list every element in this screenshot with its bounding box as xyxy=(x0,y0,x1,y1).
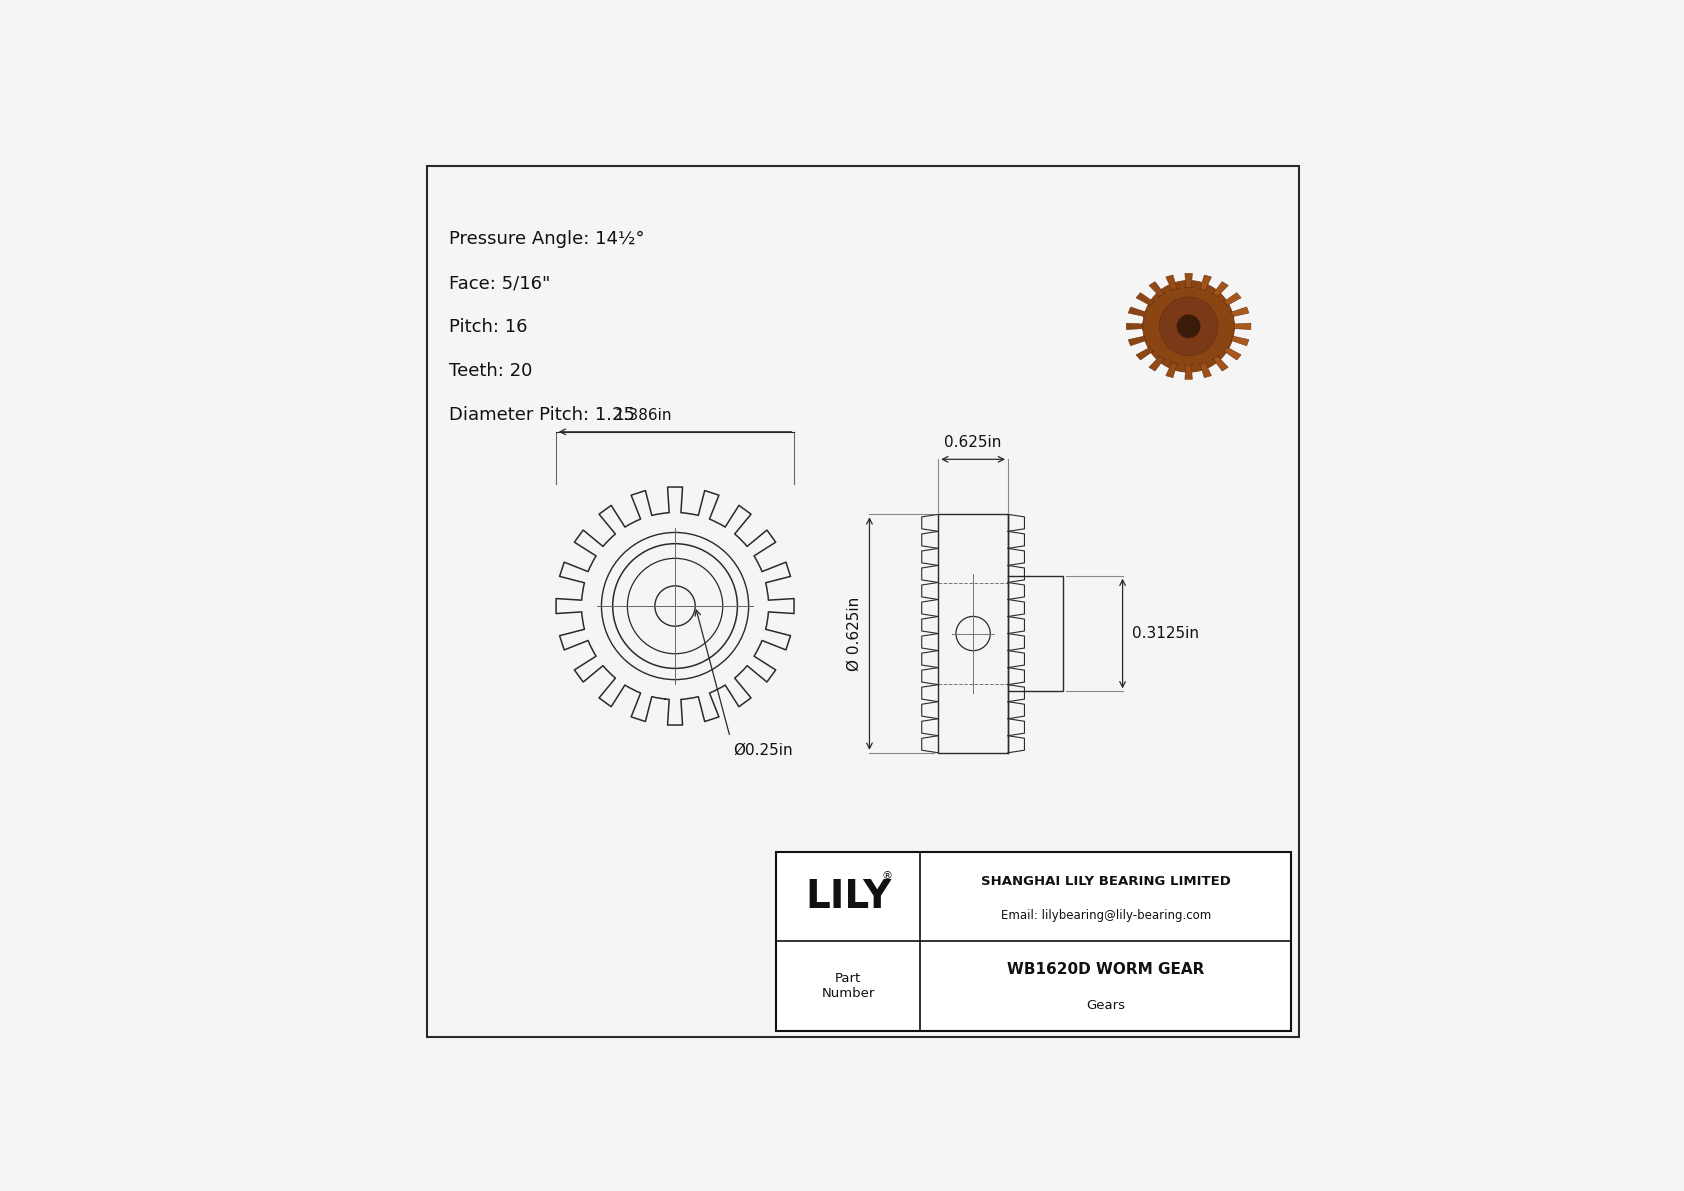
Text: WB1620D WORM GEAR: WB1620D WORM GEAR xyxy=(1007,962,1204,978)
Polygon shape xyxy=(1128,307,1147,318)
Polygon shape xyxy=(1199,275,1211,291)
Text: Ø 0.625in: Ø 0.625in xyxy=(847,597,862,671)
Polygon shape xyxy=(1223,293,1241,306)
Text: 0.3125in: 0.3125in xyxy=(1132,626,1199,641)
Text: LILY: LILY xyxy=(805,878,891,916)
Text: ®: ® xyxy=(881,872,893,881)
Polygon shape xyxy=(1184,274,1192,287)
Text: SHANGHAI LILY BEARING LIMITED: SHANGHAI LILY BEARING LIMITED xyxy=(980,875,1231,887)
Text: Ø0.25in: Ø0.25in xyxy=(733,743,793,757)
Text: 0.625in: 0.625in xyxy=(945,435,1002,450)
Text: Pressure Angle: 14½°: Pressure Angle: 14½° xyxy=(448,230,645,248)
Bar xyxy=(938,515,1009,753)
Bar xyxy=(1009,575,1063,691)
Polygon shape xyxy=(1184,366,1192,379)
Polygon shape xyxy=(1165,275,1179,291)
Text: Gears: Gears xyxy=(1086,999,1125,1012)
Polygon shape xyxy=(1137,347,1154,360)
Circle shape xyxy=(1177,314,1201,338)
Polygon shape xyxy=(1127,323,1143,330)
Text: Face: 5/16": Face: 5/16" xyxy=(448,274,551,292)
Circle shape xyxy=(1159,297,1218,356)
Polygon shape xyxy=(1199,362,1211,378)
Text: Part
Number: Part Number xyxy=(822,972,874,1000)
Text: Teeth: 20: Teeth: 20 xyxy=(448,362,532,380)
Text: Email: lilybearing@lily-bearing.com: Email: lilybearing@lily-bearing.com xyxy=(1000,909,1211,922)
Text: Diameter Pitch: 1.25: Diameter Pitch: 1.25 xyxy=(448,406,635,424)
Polygon shape xyxy=(1231,307,1250,318)
Text: 1.386in: 1.386in xyxy=(615,407,672,423)
Polygon shape xyxy=(1148,281,1165,298)
Bar xyxy=(776,852,1292,1030)
Text: Pitch: 16: Pitch: 16 xyxy=(448,318,527,336)
Polygon shape xyxy=(1212,281,1228,298)
Polygon shape xyxy=(1148,355,1165,372)
Polygon shape xyxy=(1137,293,1154,306)
Polygon shape xyxy=(1231,335,1250,345)
Polygon shape xyxy=(1212,355,1228,372)
Polygon shape xyxy=(1165,362,1179,378)
Polygon shape xyxy=(1128,335,1147,345)
Polygon shape xyxy=(1234,323,1251,330)
Polygon shape xyxy=(1223,347,1241,360)
Circle shape xyxy=(1143,281,1234,372)
Bar xyxy=(776,852,1292,1030)
